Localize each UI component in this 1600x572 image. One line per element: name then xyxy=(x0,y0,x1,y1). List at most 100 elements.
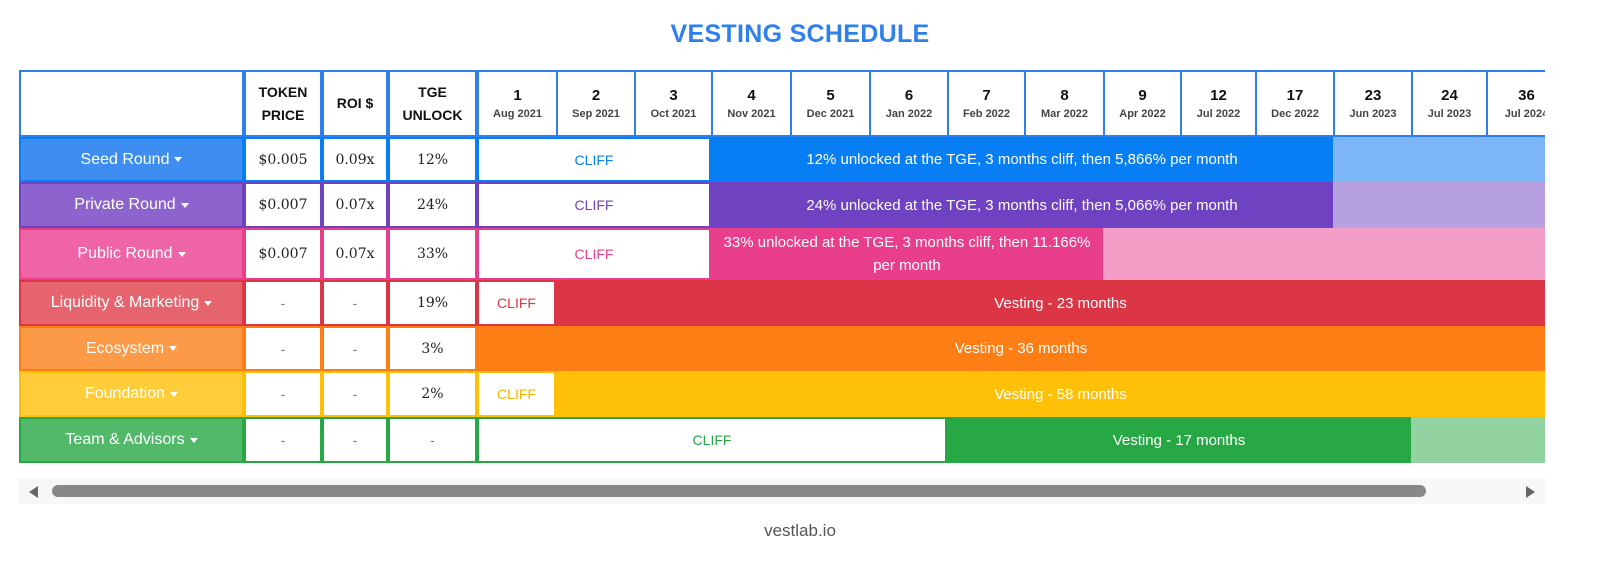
round-tge-unlock-value: - xyxy=(430,432,435,448)
round-tge-unlock-value: 19% xyxy=(416,295,449,311)
round-name: Public Round xyxy=(77,245,173,262)
round-token-price: - xyxy=(244,371,322,417)
header-month: 6 Jan 2022 xyxy=(869,70,949,137)
round-token-price-value: $0.007 xyxy=(258,246,308,262)
round-label-dropdown[interactable]: Foundation xyxy=(19,371,244,417)
month-date: Sep 2021 xyxy=(572,107,620,120)
caret-down-icon xyxy=(174,157,183,162)
month-date: Aug 2021 xyxy=(493,107,542,120)
header-tge-unlock-label: TGE UNLOCK xyxy=(402,83,463,123)
round-tge-unlock: 33% xyxy=(388,228,477,280)
round-token-price: - xyxy=(244,326,322,371)
month-date: Apr 2022 xyxy=(1119,107,1166,120)
month-number: 2 xyxy=(591,86,601,104)
caret-down-icon xyxy=(204,300,213,306)
round-token-price: - xyxy=(244,417,322,463)
header-month: 9 Apr 2022 xyxy=(1103,70,1182,137)
vesting-bar: Vesting - 17 months xyxy=(947,417,1411,463)
vesting-bar-label: 33% unlocked at the TGE, 3 months cliff,… xyxy=(723,234,1091,274)
caret-down-icon xyxy=(169,346,178,351)
cliff-label: CLIFF xyxy=(574,197,614,213)
horizontal-scrollbar[interactable] xyxy=(19,478,1545,504)
month-date: Dec 2022 xyxy=(1271,107,1319,120)
month-number: 17 xyxy=(1286,86,1304,104)
month-number: 9 xyxy=(1138,86,1147,104)
month-date: Oct 2021 xyxy=(650,107,697,120)
header-tge-unlock: TGE UNLOCK xyxy=(388,70,477,137)
header-roi: ROI $ xyxy=(322,70,388,137)
header-month: 8 Mar 2022 xyxy=(1024,70,1105,137)
vesting-bar: Vesting - 23 months xyxy=(556,280,1545,326)
round-roi: 0.07x xyxy=(322,228,388,280)
round-roi-value: 0.09x xyxy=(335,151,375,168)
scroll-left-icon[interactable] xyxy=(29,486,38,498)
round-label-dropdown[interactable]: Private Round xyxy=(19,182,244,228)
round-label-dropdown[interactable]: Seed Round xyxy=(19,137,244,182)
vesting-table: TOKEN PRICE ROI $ TGE UNLOCK 1 Aug 2021 2 Sep … xyxy=(19,70,1545,465)
round-roi-value: - xyxy=(352,386,358,402)
vesting-bar-label: 24% unlocked at the TGE, 3 months cliff,… xyxy=(806,196,1238,214)
header-corner xyxy=(19,70,244,137)
round-roi: 0.07x xyxy=(322,182,388,228)
round-token-price-value: $0.005 xyxy=(258,151,308,168)
month-date: Jan 2022 xyxy=(885,107,933,120)
round-roi: 0.09x xyxy=(322,137,388,182)
round-token-price: $0.005 xyxy=(244,137,322,182)
header-month: 17 Dec 2022 xyxy=(1255,70,1335,137)
header-month: 12 Jul 2022 xyxy=(1180,70,1257,137)
month-number: 6 xyxy=(904,86,914,104)
caret-down-icon xyxy=(189,437,198,443)
round-tge-unlock: 12% xyxy=(388,137,477,182)
cliff-period: CLIFF xyxy=(477,228,711,280)
vesting-bar: Vesting - 58 months xyxy=(556,371,1545,417)
round-name: Private Round xyxy=(74,196,176,213)
header-month: 4 Nov 2021 xyxy=(711,70,792,137)
vesting-continuation xyxy=(1103,228,1545,280)
vesting-bar-label: Vesting - 58 months xyxy=(994,385,1127,403)
round-name: Team & Advisors xyxy=(65,431,185,448)
month-date: Jul 2022 xyxy=(1196,107,1241,120)
caret-down-icon xyxy=(170,391,179,397)
header-token-price: TOKEN PRICE xyxy=(244,70,322,137)
round-tge-unlock: 2% xyxy=(388,371,477,417)
round-label-dropdown[interactable]: Team & Advisors xyxy=(19,417,244,463)
cliff-period: CLIFF xyxy=(477,417,947,463)
header-month: 23 Jun 2023 xyxy=(1333,70,1413,137)
round-token-price: $0.007 xyxy=(244,182,322,228)
cliff-period: CLIFF xyxy=(477,371,556,417)
round-name: Ecosystem xyxy=(85,339,165,357)
footer-source: vestlab.io xyxy=(764,521,836,540)
month-date: Mar 2022 xyxy=(1040,107,1089,120)
round-name: Liquidity & Marketing xyxy=(50,294,200,311)
vesting-bar: 24% unlocked at the TGE, 3 months cliff,… xyxy=(711,182,1333,228)
header-month: 1 Aug 2021 xyxy=(477,70,558,137)
month-date: Nov 2021 xyxy=(727,107,776,120)
vesting-continuation xyxy=(1411,417,1545,463)
scroll-right-icon[interactable] xyxy=(1526,486,1535,498)
header-month: 24 Jul 2023 xyxy=(1411,70,1488,137)
round-name: Foundation xyxy=(84,385,166,402)
header-roi-label: ROI $ xyxy=(336,95,374,111)
round-tge-unlock-value: 3% xyxy=(421,340,444,357)
round-roi-value: 0.07x xyxy=(335,197,375,213)
caret-down-icon xyxy=(180,202,189,208)
vesting-bar: 12% unlocked at the TGE, 3 months cliff,… xyxy=(711,137,1333,182)
cliff-label: CLIFF xyxy=(497,295,536,311)
month-date: Feb 2022 xyxy=(962,107,1011,120)
header-month: 2 Sep 2021 xyxy=(556,70,636,137)
month-number: 12 xyxy=(1210,86,1227,104)
round-roi: - xyxy=(322,417,388,463)
round-tge-unlock-value: 24% xyxy=(416,197,449,213)
scrollbar-thumb[interactable] xyxy=(52,485,1426,497)
cliff-period: CLIFF xyxy=(477,182,711,228)
round-label-dropdown[interactable]: Ecosystem xyxy=(19,326,244,371)
month-date: Jul 2024 xyxy=(1504,107,1545,120)
round-label-dropdown[interactable]: Public Round xyxy=(19,228,244,280)
vesting-continuation xyxy=(1333,182,1545,228)
month-number: 3 xyxy=(669,86,678,104)
round-token-price-value: - xyxy=(280,432,286,448)
month-number: 4 xyxy=(747,86,756,104)
round-token-price: - xyxy=(244,280,322,326)
round-label-dropdown[interactable]: Liquidity & Marketing xyxy=(19,280,244,326)
vesting-bar: 33% unlocked at the TGE, 3 months cliff,… xyxy=(711,228,1103,280)
